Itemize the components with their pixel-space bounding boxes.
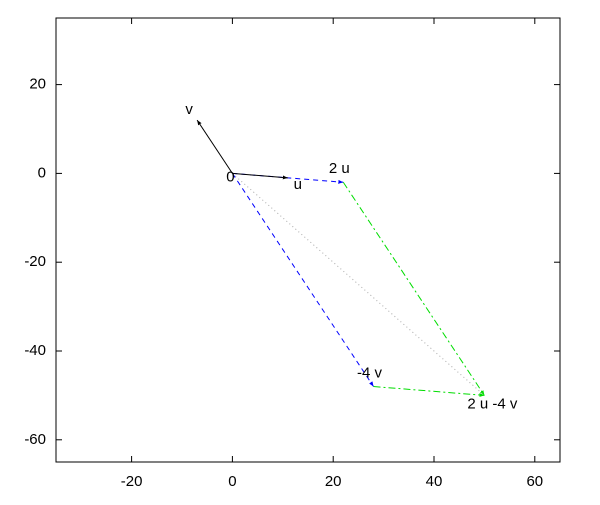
- vector: [196, 119, 233, 174]
- x-tick-label: 0: [228, 473, 236, 490]
- y-tick-label: -60: [24, 431, 46, 448]
- point-label: u: [294, 176, 302, 193]
- y-tick-label: 0: [38, 164, 46, 181]
- vector: [232, 172, 288, 180]
- y-tick-label: 20: [29, 76, 46, 93]
- vector: [231, 173, 374, 387]
- point-label: 2 u: [329, 160, 350, 177]
- point-label: v: [185, 101, 193, 118]
- x-tick-label: 60: [526, 473, 543, 490]
- vector: [373, 386, 485, 397]
- y-tick-label: -40: [24, 342, 46, 359]
- vector: [232, 173, 485, 396]
- x-tick-label: -20: [121, 473, 143, 490]
- x-tick-label: 40: [426, 473, 443, 490]
- x-tick-label: 20: [325, 473, 342, 490]
- point-label: 0: [226, 168, 234, 185]
- point-label: -4 v: [357, 364, 383, 381]
- point-label: 2 u -4 v: [467, 395, 518, 412]
- plot-border: [55, 17, 561, 463]
- vector: [342, 182, 485, 396]
- y-tick-label: -20: [24, 253, 46, 270]
